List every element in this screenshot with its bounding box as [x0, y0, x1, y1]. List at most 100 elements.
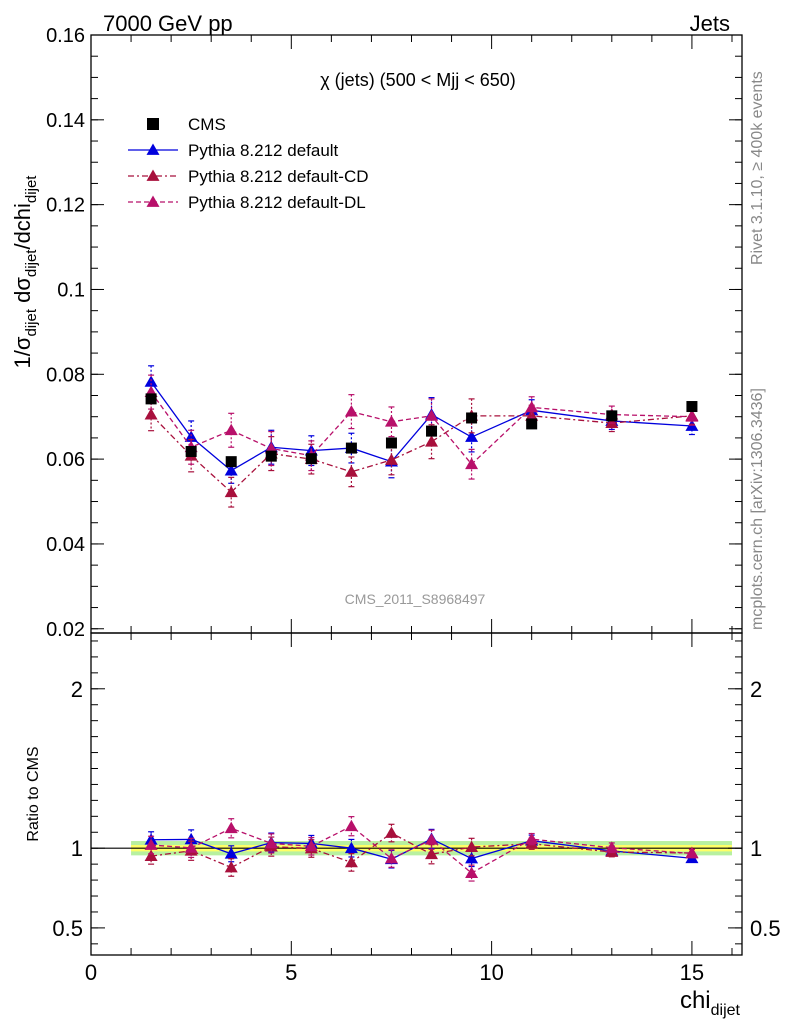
series-line-cd [150, 414, 692, 494]
main-x-ticks [90, 35, 733, 633]
data-point-dl [465, 866, 479, 878]
data-point-dl [344, 819, 358, 832]
data-point-cd [224, 860, 238, 873]
ratio-series [144, 816, 699, 882]
ratio-frame [90, 632, 743, 956]
series-line-cd [151, 832, 692, 869]
data-point-dl [384, 852, 398, 864]
legend-marker-dl [146, 195, 160, 207]
main-series [144, 365, 699, 508]
x-tick-label: 15 [680, 960, 704, 985]
ratio-y-tick-label: 0.5 [52, 916, 83, 941]
data-point-cd [465, 840, 479, 852]
data-point-cd [525, 409, 539, 421]
data-point-dl [264, 836, 278, 849]
legend-label-cd: Pythia 8.212 default-CD [188, 167, 369, 186]
ratio-y-tick-label-right: 1 [750, 836, 762, 861]
data-point-cms [225, 456, 237, 468]
main-y-axis: 0.02 0.04 0.06 0.08 0.1 0.12 0.14 0.16 [46, 25, 742, 641]
ratio-y-tick-label-right: 2 [750, 677, 762, 702]
data-point-cms [345, 442, 357, 454]
y-tick-label: 0.14 [46, 110, 85, 132]
data-point-cms [466, 412, 478, 424]
main-y-axis-label: 1/σdijet dσdijet/dchidijet [10, 175, 40, 369]
data-point-dl [425, 409, 439, 421]
data-point-default [465, 430, 479, 442]
data-point-dl [344, 405, 358, 417]
data-point-cd [224, 485, 238, 498]
data-point-dl [525, 832, 539, 844]
series-dl [144, 816, 699, 882]
chart-title: χ (jets) (500 < Mjj < 650) [320, 70, 516, 90]
data-point-dl [224, 821, 238, 834]
series-line-dl [151, 825, 692, 874]
data-point-cms [686, 401, 698, 413]
legend-marker-default [146, 143, 160, 155]
ratio-y-tick-label: 1 [71, 836, 83, 861]
legend-marker-cms [147, 118, 159, 130]
legend-marker-cd [146, 169, 160, 181]
y-tick-label: 0.16 [46, 25, 85, 47]
rivet-label: Rivet 3.1.10, ≥ 400k events [749, 71, 766, 265]
data-point-cd [384, 453, 398, 465]
data-point-dl [184, 841, 198, 853]
data-point-cd [425, 847, 439, 860]
data-point-dl [384, 415, 398, 427]
data-point-cms [606, 410, 618, 422]
y-tick-label: 0.04 [46, 534, 85, 556]
ratio-panel: 0.5 0.5 1 1 2 2 0 5 10 15 Ratio to CMS chidijet [25, 632, 781, 1019]
ratio-y-tick-label-right: 0.5 [750, 916, 781, 941]
data-point-cd [384, 826, 398, 838]
data-point-dl [525, 400, 539, 413]
data-point-dl [144, 838, 158, 850]
series-line-default [151, 838, 692, 860]
legend-label-dl: Pythia 8.212 default-DL [188, 193, 366, 212]
y-tick-label: 0.02 [46, 619, 85, 641]
data-point-cd [344, 465, 358, 477]
data-point-cms [426, 425, 438, 437]
ratio-y-tick-label: 2 [71, 677, 83, 702]
x-axis-label: chidijet [680, 987, 741, 1019]
header-left: 7000 GeV pp [103, 11, 233, 36]
data-point-default [344, 841, 358, 854]
ratio-y-axis-label: Ratio to CMS [25, 746, 42, 841]
y-tick-label: 0.12 [46, 195, 85, 217]
x-tick-label: 5 [285, 960, 297, 985]
data-point-dl [685, 410, 699, 422]
data-point-dl [304, 839, 318, 852]
mcplots-label: mcplots.cern.ch [arXiv:1306.3436] [749, 388, 766, 630]
y-tick-label: 0.06 [46, 449, 85, 471]
ratio-x-axis: 0 5 10 15 [85, 633, 733, 985]
data-point-dl [224, 423, 238, 436]
x-tick-label: 10 [479, 960, 503, 985]
data-point-cd [425, 435, 439, 447]
x-tick-label: 0 [85, 960, 97, 985]
header-right: Jets [690, 11, 730, 36]
data-point-dl [685, 846, 699, 859]
data-point-cd [344, 855, 358, 868]
data-point-cms [185, 445, 197, 457]
main-panel: 0.02 0.04 0.06 0.08 0.1 0.12 0.14 0.16 χ (jets)… [10, 25, 743, 641]
series-line-dl [150, 391, 692, 466]
data-point-cms [526, 418, 538, 430]
data-point-cms [265, 450, 277, 462]
data-point-dl [465, 457, 479, 470]
data-point-cms [305, 453, 317, 465]
series-cms [145, 393, 698, 468]
legend-label-default: Pythia 8.212 default [188, 141, 339, 160]
data-point-cms [145, 393, 157, 405]
y-tick-label: 0.1 [57, 279, 85, 301]
data-point-default [224, 847, 238, 859]
ratio-y-axis: 0.5 0.5 1 1 2 2 [52, 640, 781, 945]
legend: CMS Pythia 8.212 default Pythia 8.212 defa… [128, 115, 369, 212]
data-point-dl [605, 841, 619, 853]
data-point-dl [425, 833, 439, 845]
data-point-cd [144, 408, 158, 420]
data-point-dl [264, 442, 278, 454]
legend-label-cms: CMS [188, 115, 226, 134]
y-tick-label: 0.08 [46, 364, 85, 386]
data-point-cms [385, 437, 397, 449]
data-point-default [224, 464, 238, 476]
series-line-default [150, 381, 692, 472]
